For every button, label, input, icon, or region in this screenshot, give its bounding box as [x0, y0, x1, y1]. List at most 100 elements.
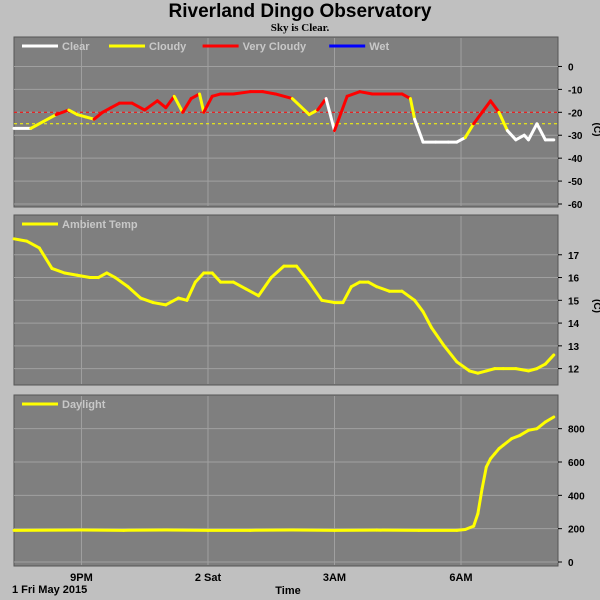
y-tick-label-daylight: 800: [568, 425, 585, 436]
y-tick-label-ambient: 13: [568, 342, 580, 353]
series-segment-sky: [130, 101, 147, 112]
series-segment-daylight: [535, 420, 547, 431]
series-segment-sky: [514, 133, 526, 142]
panel-background-sky: [13, 36, 559, 208]
y-tick-label-sky: -30: [568, 131, 583, 142]
series-segment-ambient: [164, 296, 180, 307]
series-segment-ambient: [429, 326, 446, 348]
series-segment-sky: [189, 92, 202, 101]
series-segment-sky: [54, 108, 71, 117]
series-segment-sky: [324, 97, 336, 133]
series-segment-sky: [261, 90, 277, 96]
series-segment-ambient: [50, 266, 67, 275]
series-segment-sky: [273, 92, 294, 101]
series-segment-sky: [67, 108, 79, 117]
series-segment-ambient: [63, 271, 79, 277]
series-segment-sky: [181, 97, 193, 114]
legend-entry: Wet: [369, 41, 389, 53]
series-segment-sky: [535, 122, 547, 142]
series-segment-ambient: [96, 271, 109, 280]
series-segment-sky: [455, 136, 467, 144]
y-tick-label-sky: -60: [568, 200, 583, 211]
y-tick-label-daylight: 0: [568, 558, 574, 569]
series-segment-sky: [472, 110, 484, 126]
legend-entry: Very Cloudy: [243, 41, 307, 53]
series-segment-ambient: [126, 285, 143, 300]
y-axis-label-sky: (C): [591, 123, 600, 137]
series-segment-sky: [290, 97, 311, 117]
series-segment-ambient: [514, 367, 530, 373]
series-segment-ambient: [442, 344, 459, 364]
series-segment-daylight: [518, 428, 530, 437]
series-segment-ambient: [139, 296, 155, 305]
series-segment-ambient: [543, 353, 556, 366]
series-segment-ambient: [366, 280, 379, 289]
series-segment-sky: [143, 99, 159, 112]
series-segment-ambient: [37, 246, 54, 270]
series-segment-sky: [316, 97, 328, 112]
series-segment-daylight: [510, 433, 522, 441]
series-segment-daylight: [543, 415, 556, 424]
series-segment-daylight: [472, 512, 480, 528]
series-segment-ambient: [12, 237, 29, 243]
series-segment-ambient: [535, 362, 547, 371]
series-segment-sky: [489, 99, 501, 114]
series-segment-ambient: [113, 276, 130, 289]
y-tick-label-sky: -40: [568, 154, 583, 165]
series-segment-sky: [526, 122, 539, 142]
series-segment-ambient: [269, 264, 286, 280]
x-tick-label: 3AM: [323, 572, 346, 584]
y-tick-label-ambient: 15: [568, 296, 580, 307]
series-segment-ambient: [25, 239, 41, 250]
series-segment-ambient: [375, 285, 391, 293]
series-segment-sky: [172, 94, 185, 114]
series-segment-sky: [109, 101, 121, 110]
series-segment-daylight: [501, 437, 514, 447]
series-segment-ambient: [413, 298, 425, 314]
panel-ambient: 12 13 14 15 16 17 (C) Ambient Temp: [12, 214, 600, 386]
series-segment-sky: [198, 92, 206, 114]
date-label: 1 Fri May 2015: [12, 584, 87, 596]
series-segment-ambient: [307, 280, 324, 302]
series-segment-ambient: [349, 280, 362, 289]
y-tick-label-sky: 0: [568, 62, 574, 73]
series-segment-daylight: [484, 457, 493, 469]
panel-sky: 0 -10 -20 -30 -40 -50 -60 (C) Clear Cloudy Very Cl…: [12, 36, 600, 211]
y-tick-label-ambient: 14: [568, 319, 580, 330]
x-axis-label: Time: [275, 585, 300, 597]
legend-entry: Clear: [62, 41, 90, 53]
series-segment-ambient: [210, 271, 223, 284]
series-segment-ambient: [75, 273, 92, 280]
series-segment-sky: [408, 97, 417, 121]
series-segment-sky: [463, 122, 476, 140]
series-segment-ambient: [455, 360, 471, 373]
series-segment-sky: [42, 113, 58, 123]
x-tick-label: 9PM: [70, 572, 93, 584]
series-segment-sky: [164, 94, 176, 110]
series-segment-sky: [29, 119, 46, 130]
series-segment-daylight: [463, 524, 476, 531]
y-tick-label-daylight: 600: [568, 458, 585, 469]
series-segment-ambient: [185, 280, 197, 302]
series-segment-sky: [345, 90, 362, 98]
series-segment-ambient: [193, 271, 206, 284]
series-segment-ambient: [400, 289, 417, 302]
series-segment-sky: [497, 110, 509, 133]
series-segment-sky: [101, 106, 113, 114]
y-axis-label-ambient: (C): [591, 299, 600, 313]
y-tick-label-ambient: 12: [568, 365, 580, 376]
chart-subtitle: Sky is Clear.: [270, 22, 330, 34]
legend-entry: Ambient Temp: [62, 219, 138, 231]
series-segment-daylight: [480, 465, 488, 491]
series-segment-ambient: [231, 280, 248, 291]
chart-panels: 0 -10 -20 -30 -40 -50 -60 (C) Clear Cloudy Very Cl…: [12, 36, 600, 569]
series-segment-sky: [332, 94, 349, 133]
legend-entry: Cloudy: [149, 41, 187, 53]
y-tick-label-ambient: 16: [568, 274, 580, 285]
x-tick-label: 6AM: [449, 572, 472, 584]
series-segment-sky: [231, 90, 252, 96]
series-segment-ambient: [295, 264, 311, 284]
series-segment-sky: [505, 129, 518, 142]
x-axis-ticks: 9PM 2 Sat 3AM 6AM: [70, 572, 472, 584]
